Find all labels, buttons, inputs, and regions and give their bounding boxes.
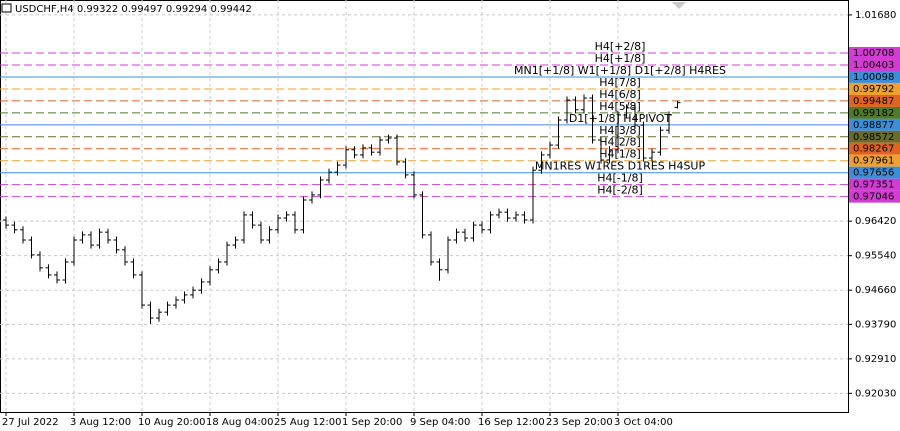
price-label: 0.98572 xyxy=(853,132,894,143)
level-name: H4[7/8] xyxy=(599,76,641,89)
shift-marker xyxy=(672,2,686,9)
x-tick-label: 10 Aug 20:00 xyxy=(138,417,205,428)
price-label: 0.99792 xyxy=(853,84,894,95)
level-name: H4[2/8] xyxy=(599,136,641,149)
x-tick-label: 3 Aug 12:00 xyxy=(70,417,131,428)
level-name: H4[+2/8] xyxy=(595,40,646,53)
y-tick-label: 0.92910 xyxy=(855,354,896,365)
price-label: 0.97351 xyxy=(853,180,894,191)
price-label: 0.97961 xyxy=(853,156,894,167)
price-label-box xyxy=(849,118,900,131)
x-tick-label: 9 Sep 04:00 xyxy=(410,417,470,428)
y-tick-label: 0.93790 xyxy=(855,319,896,330)
x-tick-label: 1 Sep 20:00 xyxy=(342,417,402,428)
price-label-box xyxy=(849,142,900,155)
y-tick-label: 1.01680 xyxy=(855,10,896,21)
x-tick-label: 25 Aug 12:00 xyxy=(274,417,341,428)
price-label: 0.98877 xyxy=(853,120,894,131)
price-label: 0.97656 xyxy=(853,168,894,179)
price-label: 0.98267 xyxy=(853,144,894,155)
x-tick-label: 3 Oct 04:00 xyxy=(614,417,673,428)
price-label-box xyxy=(849,190,900,203)
price-label-box xyxy=(849,47,900,60)
price-label-box xyxy=(849,154,900,167)
price-label-box xyxy=(849,58,900,71)
price-label-box xyxy=(849,82,900,95)
y-tick-label: 0.92030 xyxy=(855,388,896,399)
price-label: 1.00098 xyxy=(853,72,894,83)
level-name: H4[-1/8] xyxy=(597,172,643,185)
symbol-icon xyxy=(1,3,12,13)
price-label: 0.97046 xyxy=(853,192,894,203)
chart-title: USDCHF,H4 0.99322 0.99497 0.99294 0.9944… xyxy=(15,4,252,15)
level-name: H4[3/8] xyxy=(599,124,641,137)
price-label-box xyxy=(849,166,900,179)
price-label: 1.00708 xyxy=(853,48,894,59)
level-name: MN1[+1/8] W1[+1/8] D1[+2/8] H4RES xyxy=(514,64,726,77)
x-tick-label: 27 Jul 2022 xyxy=(2,417,59,428)
x-tick-label: 23 Sep 20:00 xyxy=(546,417,613,428)
level-name: H4[-2/8] xyxy=(597,184,643,197)
price-label-box xyxy=(849,178,900,191)
price-label: 0.99487 xyxy=(853,96,894,107)
level-name: D1[+1/8] H4PIVOT xyxy=(569,112,672,125)
level-name: H4[1/8] xyxy=(599,148,641,161)
level-name: MN1RES W1RES D1RES H4SUP xyxy=(535,160,706,173)
price-label-box xyxy=(849,130,900,143)
price-label: 1.00403 xyxy=(853,60,894,71)
level-name: H4[6/8] xyxy=(599,88,641,101)
x-tick-label: 18 Aug 04:00 xyxy=(206,417,273,428)
level-name: H4[+1/8] xyxy=(595,52,646,65)
price-label: 0.99182 xyxy=(853,108,894,119)
level-name: H4[5/8] xyxy=(599,100,641,113)
y-tick-label: 0.95540 xyxy=(855,251,896,262)
price-label-box xyxy=(849,106,900,119)
y-tick-label: 0.94660 xyxy=(855,285,896,296)
x-tick-label: 16 Sep 12:00 xyxy=(478,417,545,428)
price-label-box xyxy=(849,70,900,83)
plot-frame xyxy=(0,0,849,413)
y-tick-label: 0.96420 xyxy=(855,216,896,227)
price-label-box xyxy=(849,94,900,107)
